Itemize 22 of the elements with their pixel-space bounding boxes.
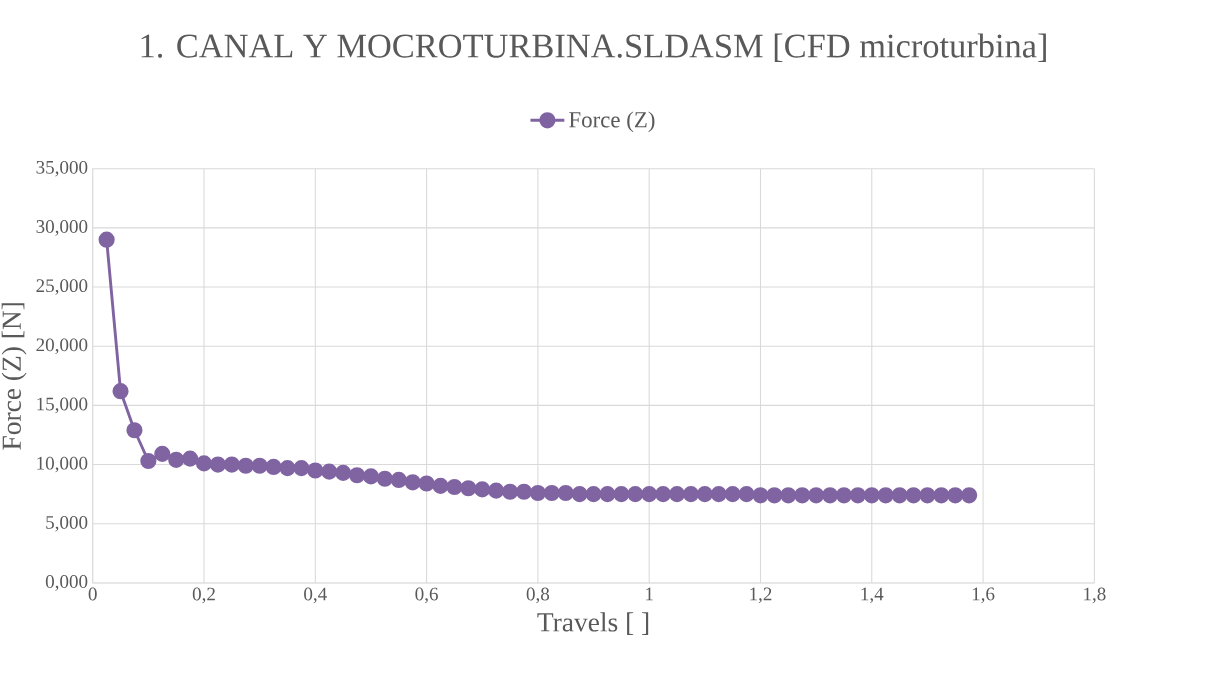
x-axis-title: Travels [ ] bbox=[537, 612, 649, 636]
y-tick-label: 10,000 bbox=[37, 456, 88, 473]
y-tick-label: 30,000 bbox=[36, 220, 88, 236]
chart-title: 1. CANAL Y MOCROTURBINA.SLDASM [CFD microturbina] bbox=[141, 33, 1046, 62]
x-tick-label: 0,4 bbox=[304, 587, 327, 604]
x-tick-label: 1,2 bbox=[750, 587, 772, 604]
x-tick-label: 1 bbox=[646, 587, 653, 601]
legend-label: Force (Z) bbox=[569, 111, 655, 133]
y-axis-title: Force (Z) [N] bbox=[1, 303, 27, 450]
x-tick-label: 0 bbox=[88, 587, 97, 601]
x-tick-label: 0,8 bbox=[526, 587, 550, 604]
x-tick-label: 0,6 bbox=[415, 587, 438, 604]
x-tick-label: 1,6 bbox=[972, 587, 995, 604]
y-tick-label: 35,000 bbox=[36, 160, 88, 177]
y-tick-label: 15,000 bbox=[37, 397, 88, 414]
x-tick-label: 1,4 bbox=[861, 587, 884, 604]
y-tick-label: 25,000 bbox=[36, 279, 88, 295]
y-tick-label: 20,000 bbox=[36, 338, 88, 355]
y-tick-label: 0,000 bbox=[45, 575, 88, 591]
y-tick-label: 5,000 bbox=[46, 515, 88, 532]
x-tick-label: 0,2 bbox=[192, 587, 215, 604]
x-tick-label: 1,8 bbox=[1084, 587, 1106, 604]
